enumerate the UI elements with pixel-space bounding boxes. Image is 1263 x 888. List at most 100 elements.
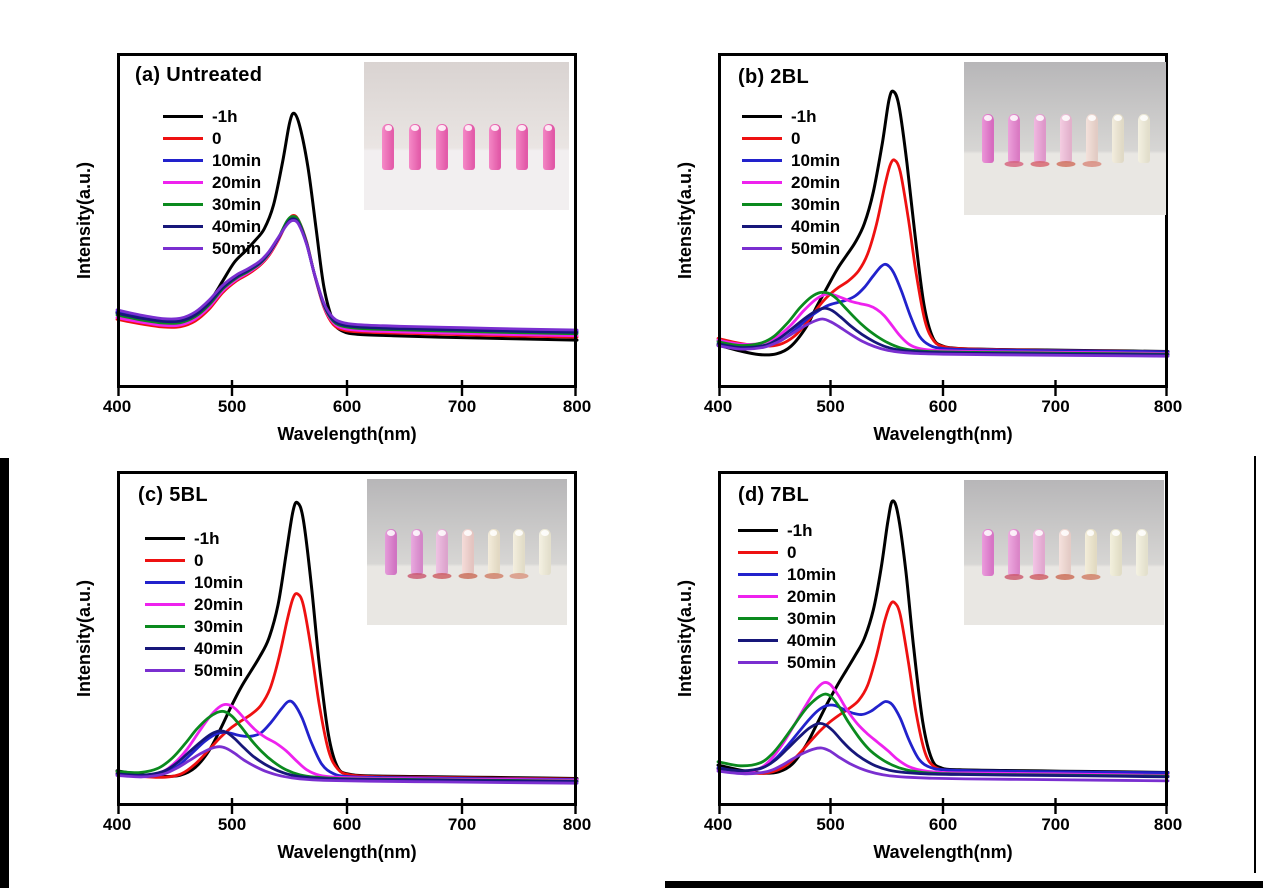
cuvette-body (1033, 529, 1046, 576)
spectra-plot-a (115, 53, 579, 396)
x-tick-label: 600 (332, 397, 362, 416)
x-axis-title: Wavelength(nm) (277, 842, 417, 862)
legend-label: -1h (791, 106, 817, 126)
cuvette (1137, 114, 1150, 163)
legend-line-swatch (738, 550, 778, 554)
legend-item: 30min (742, 193, 840, 215)
residue-stain (432, 573, 452, 580)
cuvette (538, 528, 551, 576)
legend-line-swatch (163, 224, 203, 228)
legend-line-swatch (742, 180, 782, 184)
legend-line-swatch (145, 668, 185, 672)
y-axis-title: Intensity(a.u.) (674, 161, 695, 280)
x-tick-label: 700 (447, 815, 477, 834)
inset-photo (364, 62, 569, 210)
screenshot-artifact-left-bar (0, 458, 9, 888)
cuvette-body (1135, 529, 1148, 576)
cuvette (1135, 529, 1148, 576)
cuvette-body (1111, 114, 1124, 163)
legend-item: 20min (145, 593, 243, 615)
legend-label: 40min (194, 638, 244, 658)
cuvette (515, 124, 528, 171)
panel-title: (c) 5BL (138, 484, 208, 506)
cuvette (1030, 114, 1050, 167)
residue-stain (484, 573, 504, 580)
x-tick-label: 400 (703, 815, 733, 834)
x-tick-label: 800 (562, 397, 592, 416)
x-tick-label: 700 (447, 397, 477, 416)
inset-photo (964, 480, 1164, 625)
legend-line-swatch (738, 660, 778, 664)
cuvette (462, 124, 475, 171)
legend-label: 20min (791, 172, 841, 192)
legend-label: 10min (194, 572, 244, 592)
residue-stain (1082, 160, 1102, 167)
legend-item: 30min (145, 615, 243, 637)
legend-item: -1h (738, 519, 836, 541)
y-axis-title-wrap: Intensity(a.u.) (670, 53, 700, 388)
legend-item: 10min (163, 149, 261, 171)
legend-item: 0 (145, 549, 243, 571)
legend-line-swatch (145, 580, 185, 584)
legend-line-swatch (742, 224, 782, 228)
cuvette-body (1059, 114, 1072, 163)
cuvette (435, 124, 448, 171)
legend-label: 0 (791, 128, 801, 148)
cuvette (1082, 114, 1102, 167)
legend-item: 50min (163, 237, 261, 259)
cuvette-body (462, 124, 475, 171)
cuvette (409, 124, 422, 171)
legend-label: 30min (787, 608, 837, 628)
inset-vial-row (982, 529, 1148, 580)
x-tick-label: 400 (102, 397, 132, 416)
cuvette (542, 124, 555, 171)
screenshot-artifact-bottom-bar (665, 881, 1263, 888)
legend-line-swatch (742, 202, 782, 206)
residue-stain (1030, 160, 1050, 167)
legend-line-swatch (163, 114, 203, 118)
legend-label: 50min (791, 238, 841, 258)
legend-label: 20min (787, 586, 837, 606)
legend-item: 30min (163, 193, 261, 215)
spectra-plot-c (115, 471, 579, 814)
cuvette (385, 528, 397, 576)
spectra-plot-d (716, 471, 1170, 814)
legend-label: 30min (194, 616, 244, 636)
legend-line-swatch (163, 158, 203, 162)
legend-item: 0 (163, 127, 261, 149)
legend-label: 0 (194, 550, 204, 570)
cuvette-body (382, 124, 395, 171)
cuvette (382, 124, 395, 171)
x-tick-labels: 400 500 600 700 800 (704, 388, 1182, 416)
inset-vial-row (382, 124, 555, 171)
spectra-plot-b (716, 53, 1170, 396)
residue-stain (1056, 160, 1076, 167)
legend: -1h 0 10min 20min 30min 40min 50min (163, 105, 261, 259)
residue-stain (1055, 573, 1075, 580)
y-axis-title-wrap: Intensity(a.u.) (69, 471, 99, 806)
panel-c: Intensity(a.u.) (c) 5BL -1h 0 10min 20min 30… (74, 471, 591, 862)
legend-item: 40min (163, 215, 261, 237)
cuvette (1056, 114, 1076, 167)
panel-title: (d) 7BL (738, 484, 809, 506)
cuvette-body (436, 528, 449, 576)
cuvette (1004, 529, 1024, 580)
panel-title: (b) 2BL (738, 66, 809, 88)
legend-item: 50min (145, 659, 243, 681)
y-axis-title-wrap: Intensity(a.u.) (670, 471, 700, 806)
legend-line-swatch (738, 594, 778, 598)
legend: -1h 0 10min 20min 30min 40min 50min (738, 519, 836, 673)
legend-line-swatch (163, 202, 203, 206)
x-tick-label: 500 (217, 397, 247, 416)
legend-label: 10min (212, 150, 262, 170)
legend-label: 30min (212, 194, 262, 214)
legend-item: 40min (145, 637, 243, 659)
x-tick-label: 800 (1153, 815, 1183, 834)
x-tick-label: 700 (1041, 397, 1070, 416)
panel-title: (a) Untreated (135, 64, 263, 86)
x-tick-label: 800 (1153, 397, 1183, 416)
cuvette-body (515, 124, 528, 171)
cuvette-body (1110, 529, 1123, 576)
legend-line-swatch (742, 136, 782, 140)
